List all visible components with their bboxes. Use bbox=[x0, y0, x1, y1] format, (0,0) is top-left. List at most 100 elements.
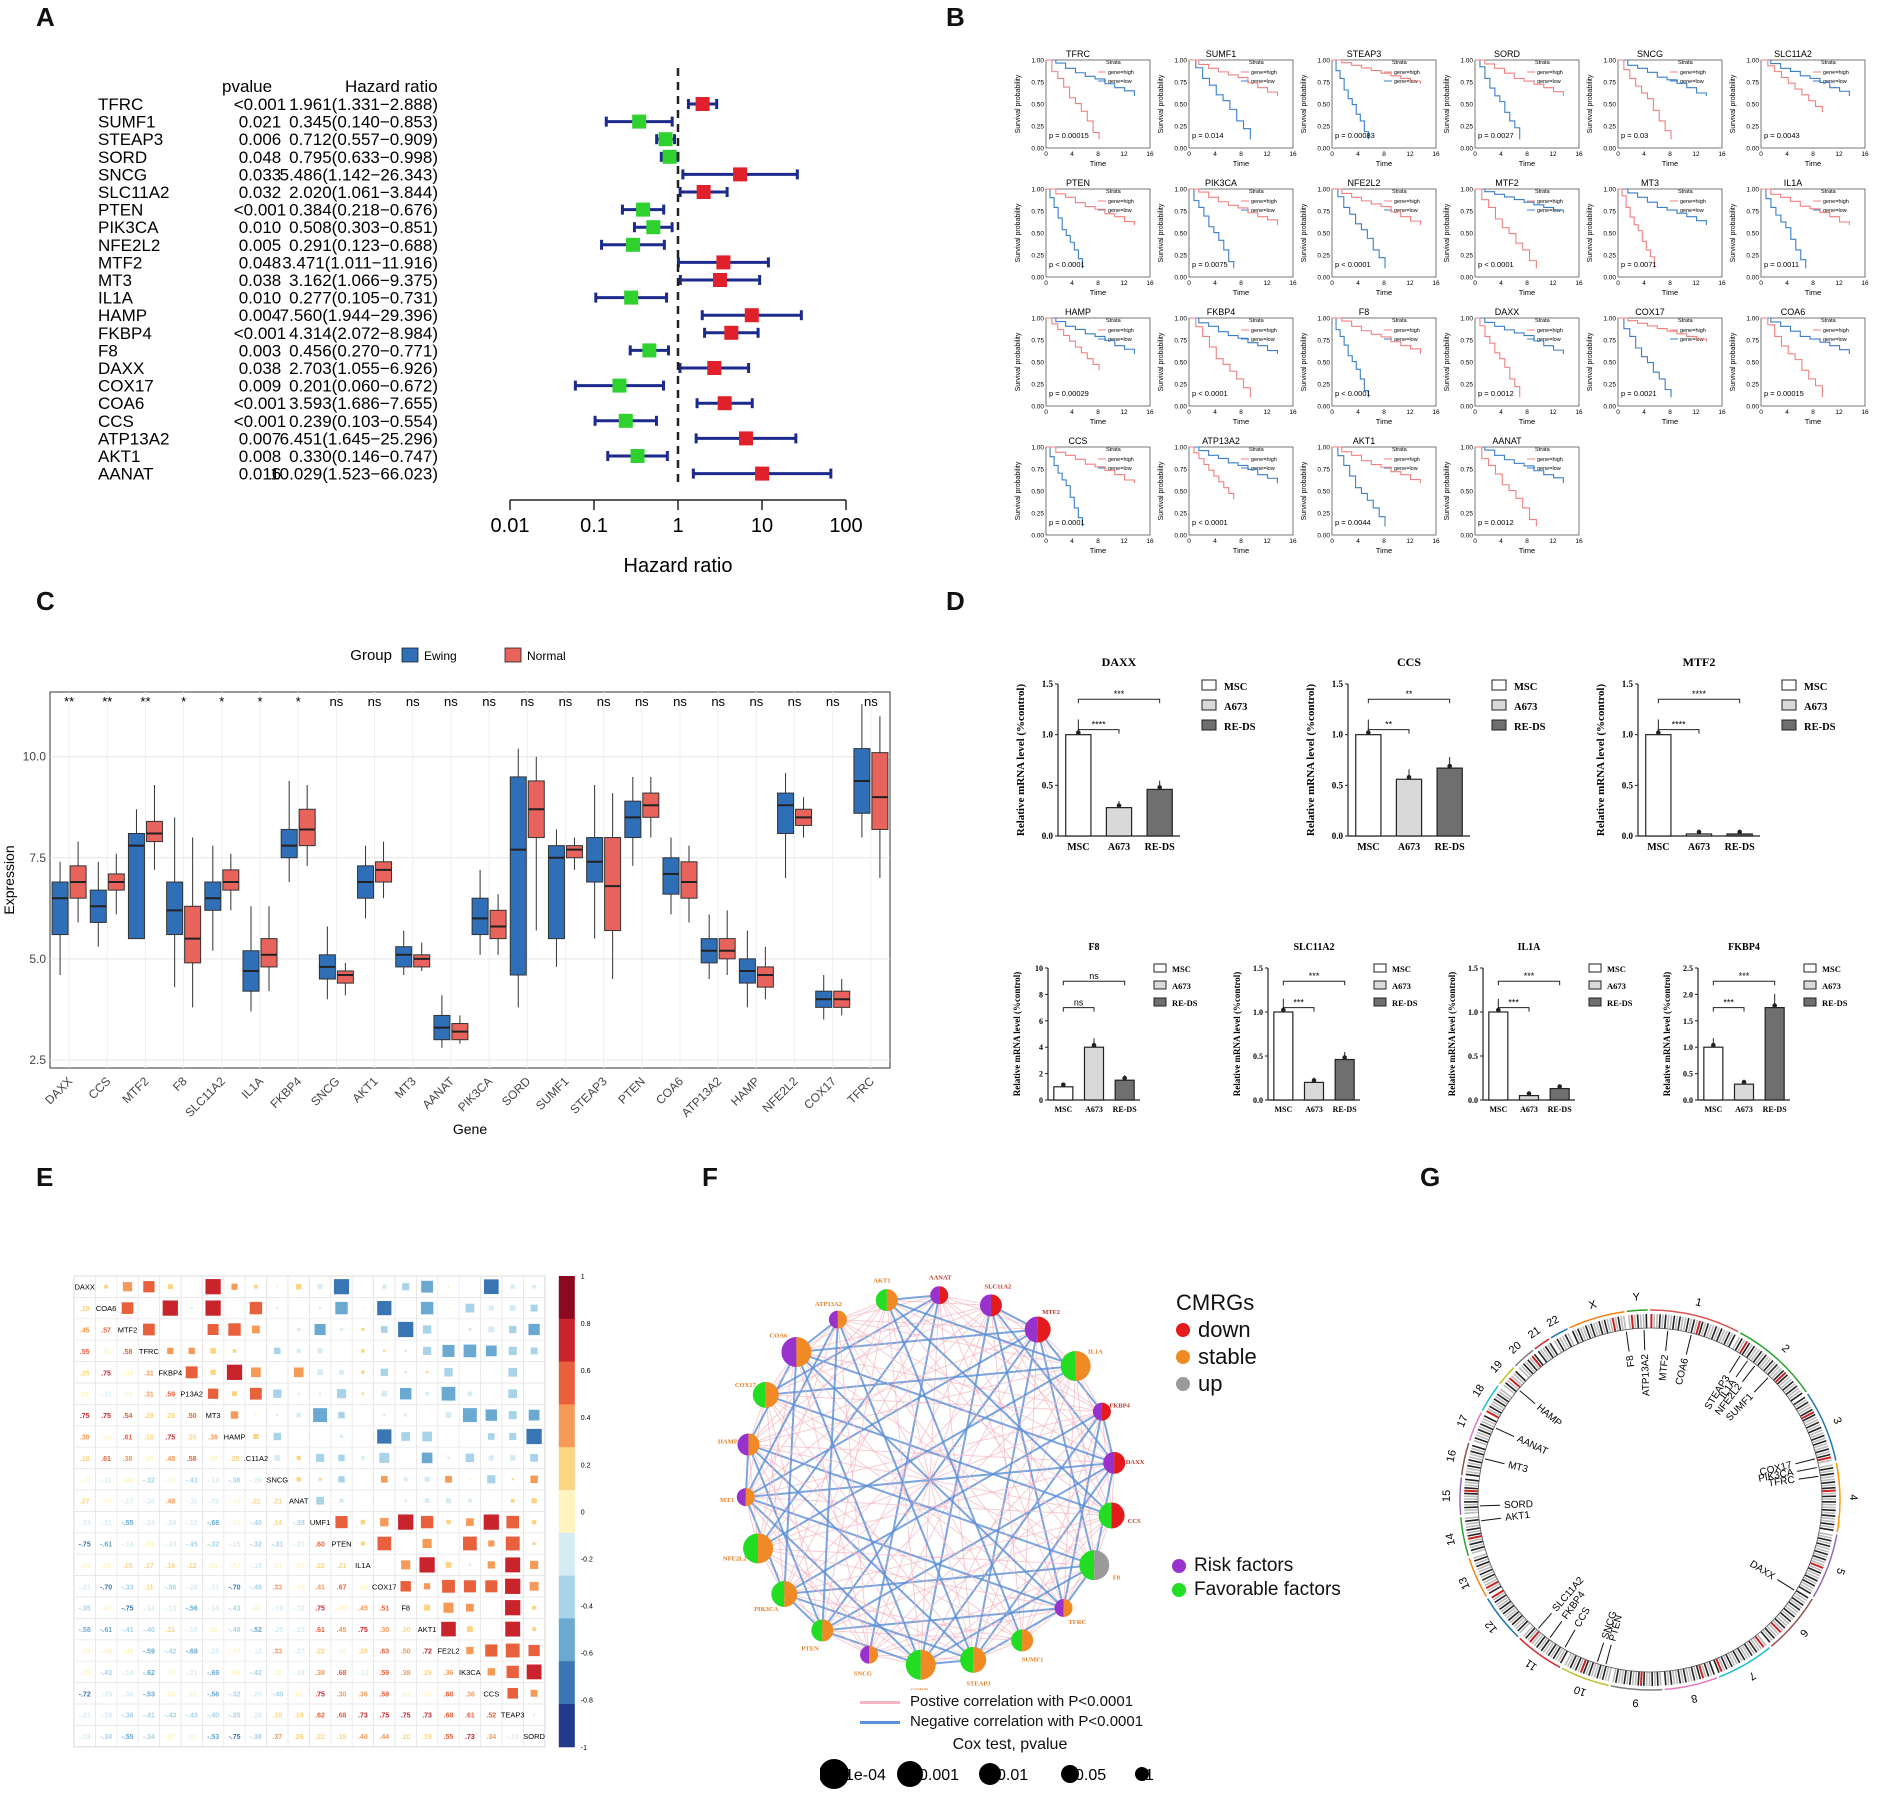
km-y-tick: 0.00 bbox=[1031, 404, 1044, 411]
km-y-tick: 0.50 bbox=[1746, 360, 1759, 367]
km-y-tick: 0.50 bbox=[1746, 102, 1759, 109]
forest-gene-label: PIK3CA bbox=[98, 218, 159, 237]
qpcr-point bbox=[1312, 1078, 1317, 1083]
corr-value: -.03 bbox=[164, 1477, 176, 1484]
box-significance: ns bbox=[788, 694, 802, 709]
corr-square bbox=[377, 1301, 391, 1315]
corr-value: .10 bbox=[272, 1670, 282, 1677]
forest-hr-header: Hazard ratio bbox=[345, 77, 438, 96]
qpcr-legend-label: RE-DS bbox=[1607, 998, 1633, 1008]
box-x-tick: MTF2 bbox=[120, 1074, 152, 1106]
qpcr-point bbox=[1697, 830, 1702, 835]
forest-hr-text: 3.471(1.011−11.916) bbox=[282, 253, 438, 272]
chromosome-band bbox=[1660, 1672, 1661, 1686]
forest-hr-text: 0.291(0.123−0.688) bbox=[289, 236, 438, 255]
qpcr-y-tick: 0.0 bbox=[1253, 1096, 1263, 1105]
corr-square bbox=[255, 1350, 256, 1351]
corr-square bbox=[510, 1455, 516, 1461]
box-significance: ** bbox=[102, 694, 112, 709]
corr-square bbox=[425, 1498, 430, 1503]
forest-pvalue: 0.008 bbox=[239, 447, 282, 466]
corr-value: -.28 bbox=[186, 1584, 198, 1591]
forest-pvalue: 0.033 bbox=[239, 165, 282, 184]
chromosome-band bbox=[1466, 1471, 1480, 1473]
corr-value: -.12 bbox=[207, 1477, 219, 1484]
corr-square bbox=[274, 1455, 280, 1461]
qpcr-y-label: Relative mRNA level (%control) bbox=[1305, 684, 1317, 837]
km-x-label: Time bbox=[1233, 288, 1249, 297]
km-y-tick: 1.00 bbox=[1174, 58, 1187, 65]
corr-value: .00 bbox=[337, 1649, 347, 1656]
corr-square bbox=[318, 1348, 323, 1353]
corr-value: .16 bbox=[165, 1563, 175, 1570]
box-ewing bbox=[128, 834, 144, 939]
corr-value: -.03 bbox=[164, 1670, 176, 1677]
km-x-tick: 16 bbox=[1861, 151, 1869, 158]
corr-square bbox=[231, 1284, 237, 1290]
forest-gene-label: COX17 bbox=[98, 377, 154, 396]
km-x-label: Time bbox=[1376, 159, 1392, 168]
network-node-status bbox=[991, 1294, 1002, 1316]
box-significance: ** bbox=[64, 694, 74, 709]
chromosome-outer-arc bbox=[1771, 1599, 1812, 1646]
forest-hr-text: 0.345(0.140−0.853) bbox=[289, 113, 438, 132]
corr-value: -.43 bbox=[186, 1713, 198, 1720]
qpcr-y-label: Relative mRNA level (%control) bbox=[1447, 972, 1457, 1097]
corr-scale-bin bbox=[559, 1276, 575, 1319]
corr-square bbox=[529, 1410, 540, 1421]
km-x-tick: 4 bbox=[1070, 151, 1074, 158]
km-x-tick: 8 bbox=[1239, 409, 1243, 416]
network-node-label: MTF2 bbox=[1042, 1309, 1060, 1316]
corr-square bbox=[167, 1348, 173, 1354]
box-significance: ns bbox=[635, 694, 649, 709]
box-significance: ns bbox=[482, 694, 496, 709]
qpcr-y-tick: 2.0 bbox=[1683, 990, 1693, 999]
corr-value: -.49 bbox=[250, 1584, 262, 1591]
corr-square bbox=[485, 1580, 497, 1592]
qpcr-x-tick: MSC bbox=[1274, 1105, 1292, 1114]
km-y-tick: 0.75 bbox=[1746, 338, 1759, 345]
qpcr-point bbox=[1407, 775, 1412, 780]
chromosome-band bbox=[1724, 1655, 1730, 1668]
box-normal bbox=[146, 821, 162, 841]
corr-value: -.59 bbox=[143, 1649, 155, 1656]
km-y-tick: 0.75 bbox=[1460, 80, 1473, 87]
chromosome-band bbox=[1573, 1656, 1579, 1669]
qpcr-sig: **** bbox=[1692, 689, 1707, 699]
network-node-label: IL1A bbox=[1088, 1349, 1103, 1356]
panel-label-f: F bbox=[702, 1162, 718, 1193]
corr-value: .07 bbox=[165, 1734, 175, 1741]
chromosome-band bbox=[1662, 1314, 1663, 1328]
qpcr-bracket bbox=[1658, 730, 1699, 734]
km-x-tick: 0 bbox=[1187, 538, 1191, 545]
corr-value: .55 bbox=[444, 1734, 454, 1741]
network-node-status bbox=[766, 1382, 779, 1408]
km-x-tick: 0 bbox=[1044, 151, 1048, 158]
qpcr-legend-swatch bbox=[1202, 720, 1216, 730]
chromosome-band bbox=[1678, 1670, 1680, 1684]
chromosome-band bbox=[1821, 1476, 1835, 1478]
km-title: TFRC bbox=[1066, 49, 1090, 59]
corr-value: -.04 bbox=[228, 1499, 240, 1506]
km-x-tick: 4 bbox=[1356, 538, 1360, 545]
km-legend-high: gene=high bbox=[1537, 70, 1563, 76]
box-significance: * bbox=[219, 694, 224, 709]
km-y-tick: 0.25 bbox=[1603, 382, 1616, 389]
corr-square bbox=[338, 1455, 344, 1461]
km-x-tick: 12 bbox=[1692, 409, 1700, 416]
corr-square bbox=[527, 1664, 542, 1679]
corr-diag-label: COX17 bbox=[372, 1582, 397, 1591]
qpcr-bracket bbox=[1713, 1008, 1744, 1012]
km-legend-high: gene=high bbox=[1394, 199, 1420, 205]
km-x-label: Time bbox=[1662, 288, 1678, 297]
chromosome-band bbox=[1667, 1315, 1668, 1329]
box-x-tick: FKBP4 bbox=[268, 1074, 305, 1111]
box-y-tick: 10.0 bbox=[23, 750, 47, 764]
corr-diag-label: ANAT bbox=[289, 1497, 309, 1506]
km-x-tick: 8 bbox=[1239, 151, 1243, 158]
box-normal bbox=[757, 967, 773, 987]
km-x-tick: 16 bbox=[1289, 409, 1297, 416]
km-x-tick: 8 bbox=[1096, 538, 1100, 545]
